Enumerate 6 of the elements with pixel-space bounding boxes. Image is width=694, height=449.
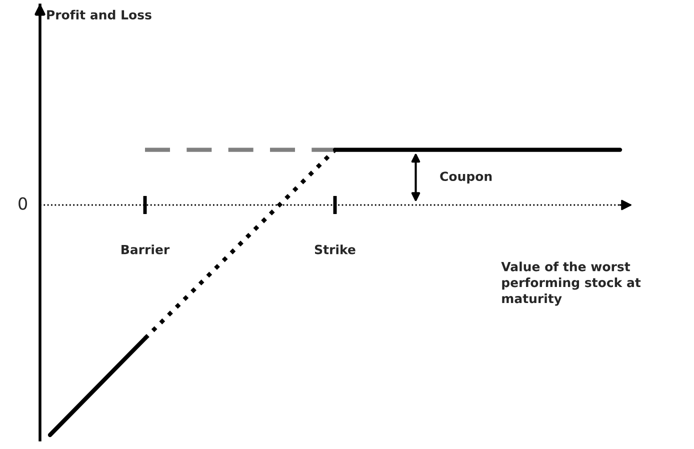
x-tick-label: Barrier (122, 244, 170, 254)
ref-line-label: 0 (18, 197, 27, 210)
text: Profit and Loss (47, 10, 152, 20)
x-tick-label: Strike (314, 244, 356, 254)
x-axis-title: Value of the worst performing stock at maturity (501, 262, 641, 306)
annotation: Coupon (440, 172, 492, 184)
